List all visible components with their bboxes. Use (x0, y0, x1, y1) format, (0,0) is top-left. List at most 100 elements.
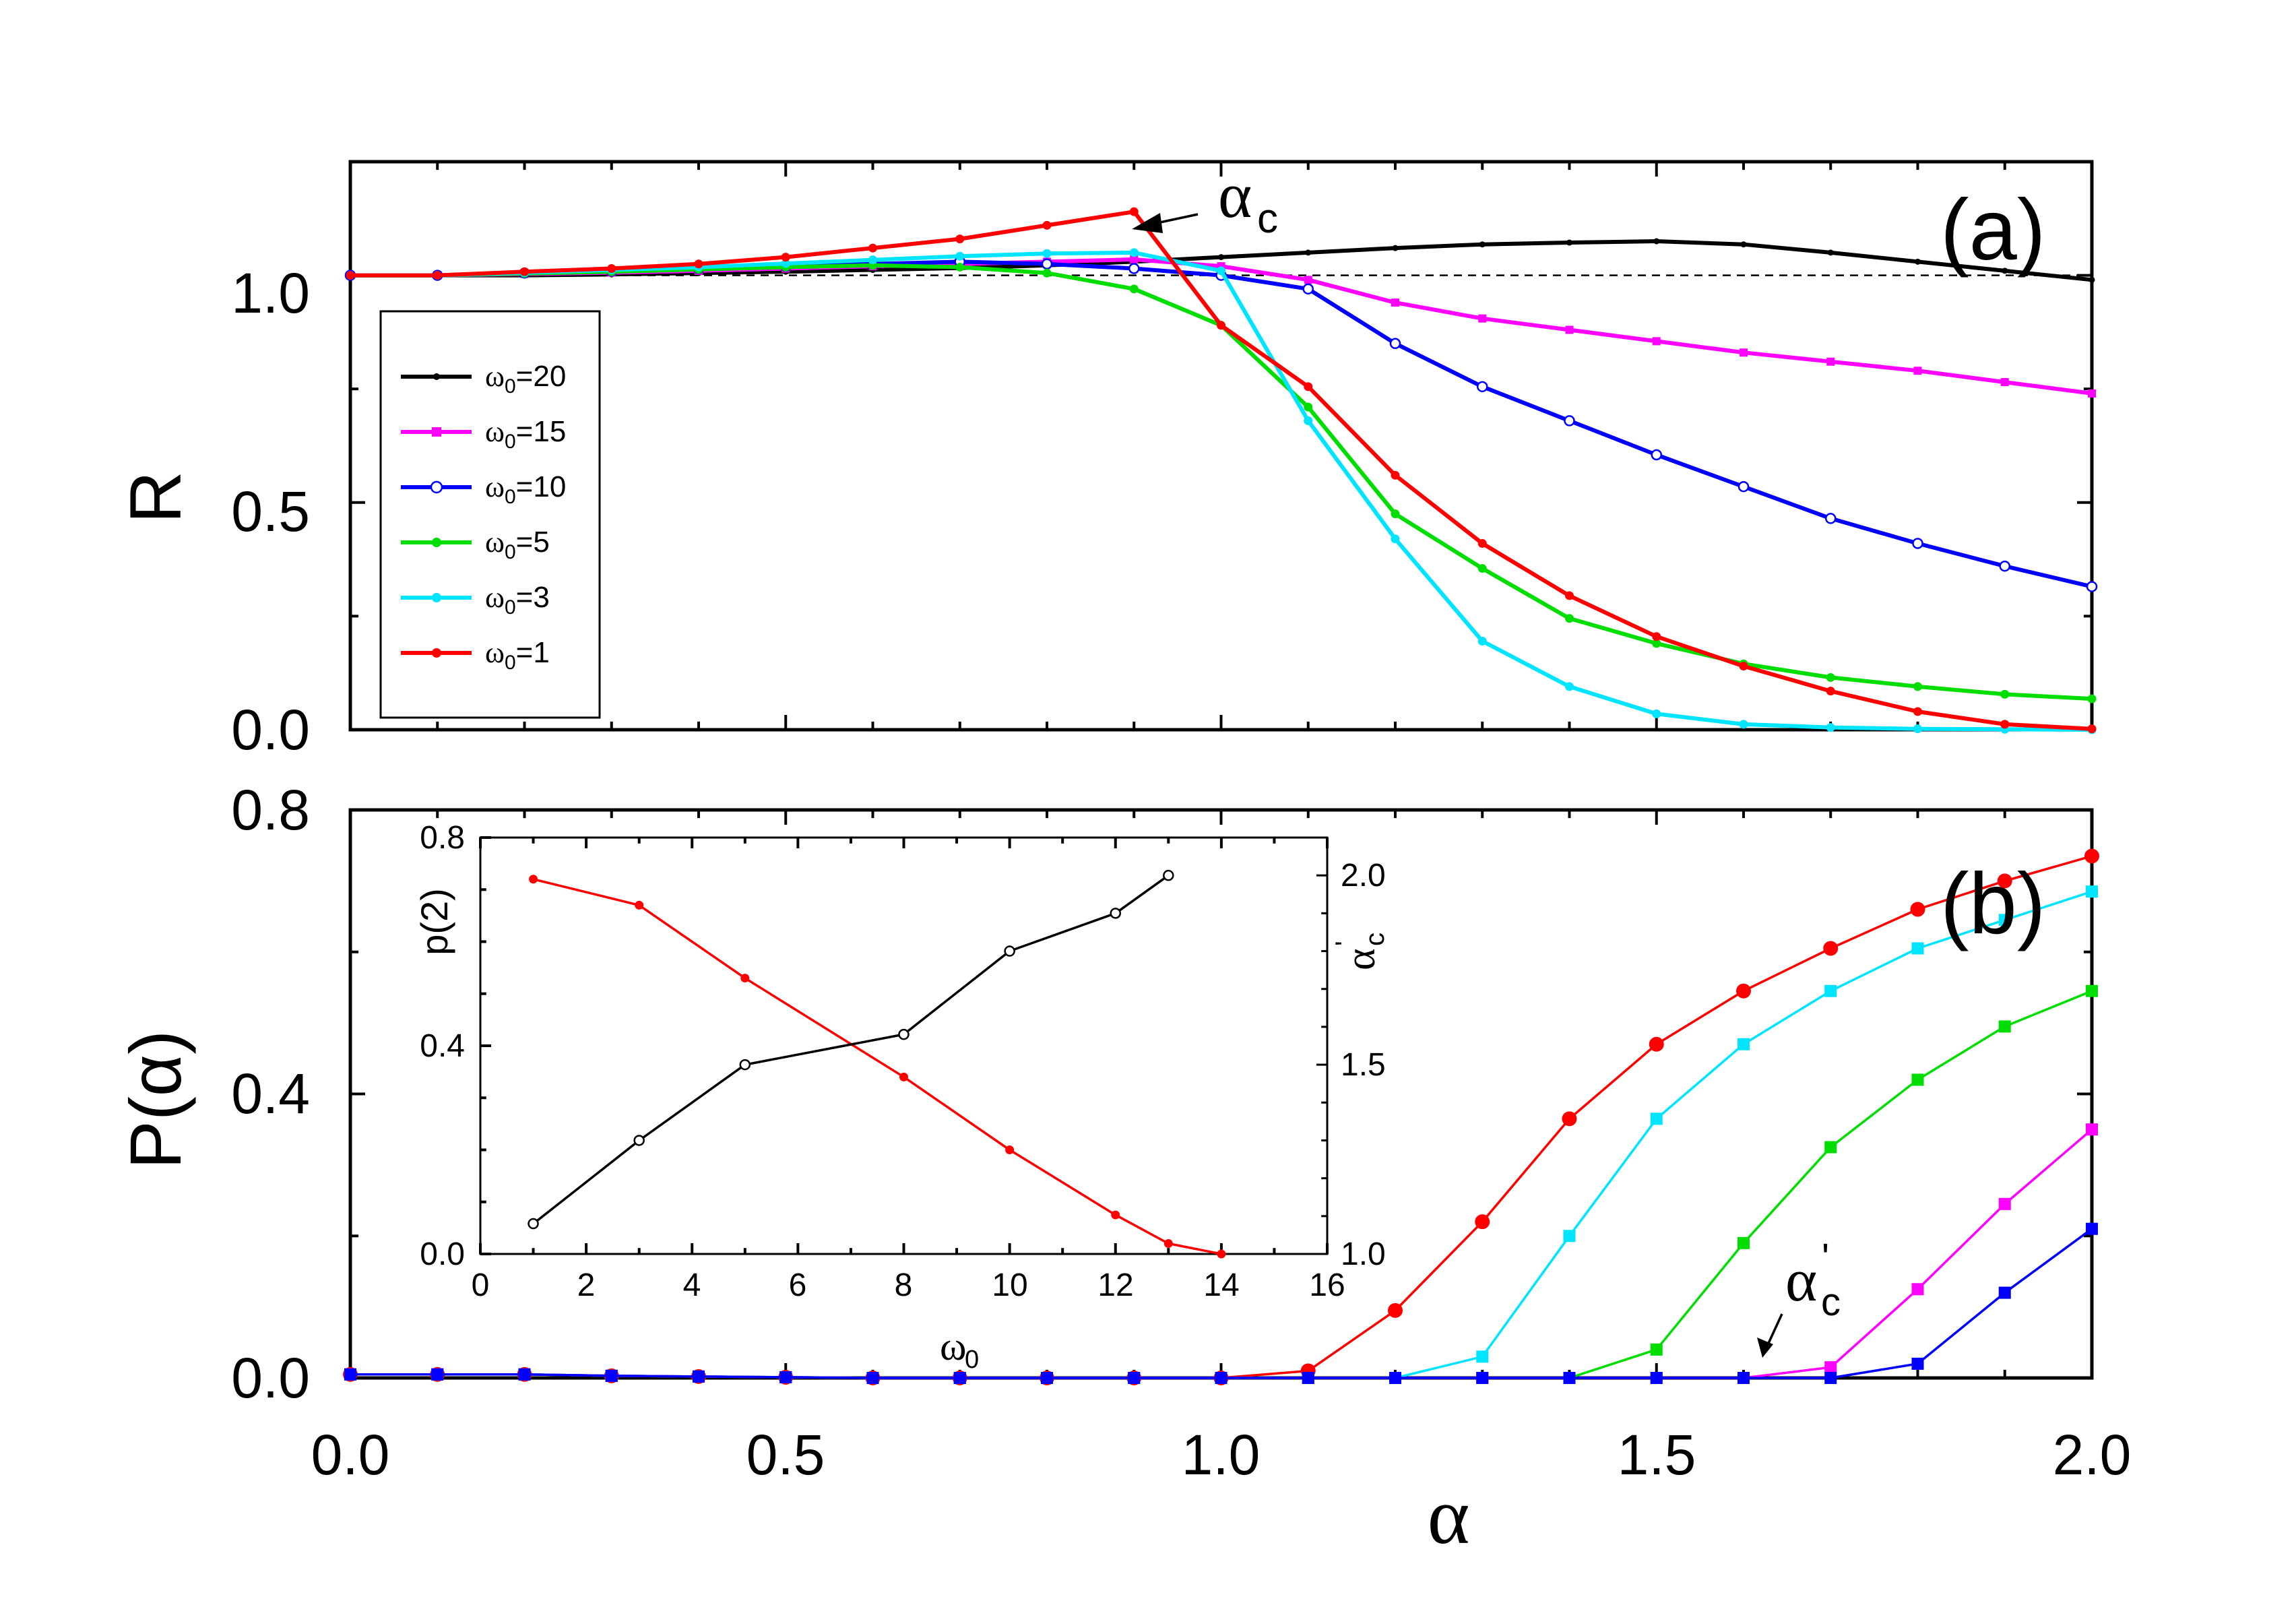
data-point (1391, 298, 1399, 307)
data-point (2086, 1123, 2098, 1136)
data-point (1737, 1372, 1750, 1384)
data-point (1128, 263, 1140, 274)
panel-b-y-axis-label: P(α) (115, 1030, 196, 1169)
data-point (518, 1368, 531, 1381)
legend-marker-5 (432, 538, 441, 547)
data-point (1565, 591, 1574, 600)
data-point (2088, 389, 2096, 398)
data-point (1218, 254, 1224, 261)
data-point (899, 1072, 908, 1081)
b-x-tick-label: 1.0 (1182, 1423, 1261, 1486)
data-point (1005, 1145, 1015, 1154)
data-point (1041, 1372, 1053, 1384)
data-point (1736, 983, 1751, 999)
data-point (1910, 902, 1925, 917)
a-y-tick-label: 0.0 (231, 698, 310, 761)
inset: 0 2 4 6 8 10 12 14 16 0.0 0.4 0.8 1.0 1.… (413, 820, 1390, 1374)
data-point (1740, 241, 1747, 248)
data-point (1564, 415, 1575, 427)
data-point (2088, 276, 2095, 283)
data-point (1477, 564, 1487, 573)
data-point (607, 263, 616, 273)
data-point (1652, 337, 1661, 346)
series-ω0=10 (344, 1222, 2098, 1384)
alpha-c-annotation: α c (1132, 159, 1278, 242)
legend-marker-15 (432, 427, 441, 437)
data-point (1163, 1239, 1173, 1249)
panel-a-series (344, 207, 2098, 734)
inset-y-right-tick-labels: 1.0 1.5 2.0 (1341, 858, 1386, 1272)
data-point (1652, 709, 1661, 718)
legend-value: 10 (533, 470, 566, 503)
data-point (1740, 348, 1748, 357)
data-point (1824, 984, 1837, 997)
alpha-c-arrowhead (1132, 213, 1163, 233)
panel-a-y-axis-label: R (115, 471, 196, 524)
data-point (740, 974, 750, 983)
data-point (1998, 1020, 2011, 1033)
data-point (1826, 357, 1835, 366)
inset-right-axis-label: α c ' (1331, 933, 1390, 970)
data-point (1477, 636, 1487, 646)
data-point (1826, 672, 1835, 682)
legend: ω0=20 ω0=15 ω0=10 ω0=5 ω0=3 (379, 310, 601, 719)
data-point (1653, 238, 1660, 245)
data-point (1565, 614, 1574, 623)
data-point (1824, 1361, 1837, 1374)
data-point (529, 875, 538, 884)
legend-label-3: ω0=3 (485, 581, 550, 619)
b-x-tick-label: 0.5 (746, 1423, 825, 1486)
data-point (605, 1369, 618, 1382)
data-point (431, 1368, 444, 1381)
series-α'c (528, 869, 1174, 1230)
data-point (1129, 248, 1139, 257)
inset-x-tick-label: 10 (992, 1267, 1027, 1303)
data-point (1566, 239, 1572, 246)
panel-a: 0.0 0.5 1.0 R (a) α c ω0=20 ω0=15 (115, 159, 2098, 761)
data-point (1739, 662, 1748, 671)
legend-value: 3 (533, 581, 549, 614)
inset-x-tick-label: 12 (1097, 1267, 1133, 1303)
data-point (1004, 945, 1015, 957)
data-point (779, 1371, 792, 1383)
data-point (2086, 581, 2098, 592)
data-point (1304, 402, 1313, 412)
data-point (1304, 416, 1313, 425)
data-point (346, 271, 355, 280)
data-point (1388, 1302, 1403, 1318)
legend-item: ω0=10 (401, 470, 566, 508)
b-y-tick-label: 0.4 (231, 1062, 310, 1125)
data-point (693, 1370, 705, 1383)
alpha-c-prime-subscript: c (1821, 1280, 1841, 1324)
inset-x-tick-label: 4 (683, 1267, 701, 1303)
legend-item: ω0=1 (401, 636, 550, 674)
data-point (1111, 1210, 1120, 1220)
data-point (2086, 984, 2098, 997)
inset-x-tick-label: 14 (1203, 1267, 1239, 1303)
data-point (1911, 942, 1924, 955)
data-point (1826, 687, 1835, 696)
data-point (1389, 338, 1401, 350)
legend-item: ω0=15 (401, 415, 566, 453)
data-point (2087, 724, 2097, 734)
inset-right-axis-prime: ' (1331, 941, 1360, 946)
b-x-tick-label: 0.0 (311, 1423, 390, 1486)
data-point (2087, 694, 2097, 703)
data-point (1217, 1249, 1226, 1259)
legend-label-5: ω0=5 (485, 526, 550, 563)
inset-x-tick-label: 8 (895, 1267, 913, 1303)
data-point (1215, 1372, 1227, 1384)
panel-b-x-tick-labels: 0.0 0.5 1.0 1.5 2.0 (311, 1423, 2132, 1486)
legend-item: ω0=20 (401, 360, 566, 398)
data-point (1129, 284, 1139, 294)
data-point (1042, 249, 1052, 258)
legend-item: ω0=3 (401, 581, 550, 619)
data-point (781, 253, 790, 262)
data-point (1826, 723, 1835, 732)
data-point (1998, 1286, 2011, 1299)
a-y-tick-label: 0.5 (231, 480, 310, 543)
panel-b-x-axis-label: α (1428, 1471, 1470, 1561)
data-point (1739, 720, 1748, 729)
data-point (1823, 941, 1839, 956)
inset-y-right-tick-label: 1.5 (1341, 1047, 1386, 1083)
